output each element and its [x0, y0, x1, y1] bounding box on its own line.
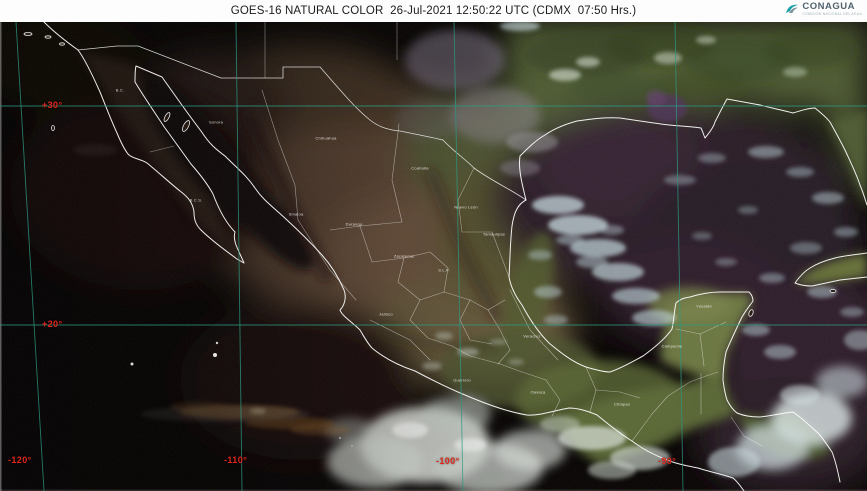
longitude-gridline [235, 21, 243, 491]
conagua-logo-text: CONAGUA COMISIÓN NACIONAL DEL AGUA [802, 2, 862, 16]
image-title: GOES-16 NATURAL COLOR 26-Jul-2021 12:50:… [230, 5, 637, 17]
longitude-gridline [453, 21, 464, 491]
title-bar: GOES-16 NATURAL COLOR 26-Jul-2021 12:50:… [0, 0, 867, 22]
conagua-logo: CONAGUA COMISIÓN NACIONAL DEL AGUA [784, 2, 862, 16]
conagua-wave-icon [786, 4, 799, 13]
longitude-gridline [674, 21, 684, 491]
longitude-gridline [15, 21, 45, 491]
conagua-logo-subtitle: COMISIÓN NACIONAL DEL AGUA [802, 11, 862, 16]
conagua-logo-name: CONAGUA [802, 1, 856, 12]
